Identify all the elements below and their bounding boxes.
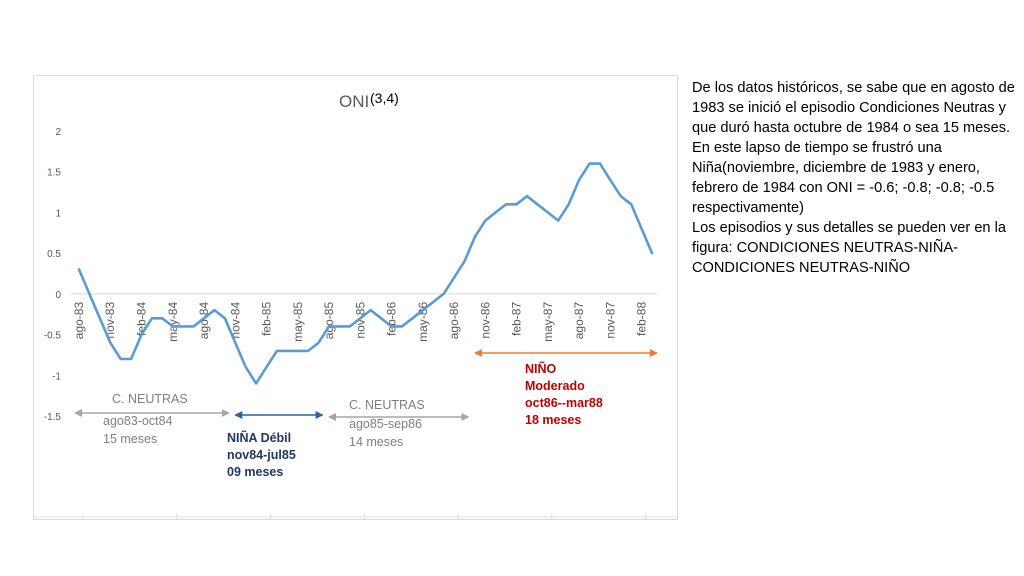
y-tick-label: -1.5 — [44, 412, 62, 423]
y-tick-label: -0.5 — [44, 331, 62, 342]
description-paragraph-1: De los datos históricos, se sabe que en … — [692, 80, 1015, 136]
y-tick-label: -1 — [52, 371, 61, 382]
period-duration: 14 meses — [349, 435, 403, 449]
x-tick-label: ago-84 — [197, 302, 211, 340]
y-tick-label: 1 — [55, 208, 61, 219]
y-tick-label: 0.5 — [47, 249, 61, 260]
description-paragraph-3: Los episodios y sus detalles se pueden v… — [692, 220, 1006, 276]
period-range: ago83-oct84 — [103, 414, 173, 428]
period-range: ago85-sep86 — [349, 417, 422, 431]
x-tick-label: nov-86 — [478, 302, 492, 339]
period-range: Moderado — [525, 379, 585, 393]
period-duration: oct86--mar88 — [525, 396, 603, 410]
x-tick-label: feb-86 — [385, 302, 399, 336]
x-tick-label: nov-84 — [228, 302, 242, 339]
oni-series-line — [77, 162, 654, 385]
x-tick-label: may-87 — [541, 302, 555, 342]
chart-title-note: (3,4) — [370, 90, 399, 106]
period-label: C. NEUTRAS — [112, 392, 188, 406]
period-duration: 09 meses — [227, 465, 283, 479]
period-range: nov84-jul85 — [227, 448, 296, 462]
chart-title: ONI — [339, 92, 369, 111]
x-tick-label: may-85 — [291, 302, 305, 342]
period-label: NIÑA Débil — [227, 430, 291, 445]
period-extra: 18 meses — [525, 413, 581, 427]
chart-frame: ONI (3,4) 2 1.5 1 0.5 0 -0.5 -1 -1.5 ago-83 nov-83 f… — [33, 75, 679, 520]
x-tick-label: feb-85 — [260, 302, 274, 336]
x-tick-label: may-84 — [166, 302, 180, 342]
x-tick-label: ago-86 — [447, 302, 461, 340]
x-tick-label: ago-87 — [572, 302, 586, 340]
x-tick-label: nov-87 — [603, 302, 617, 339]
x-tick-label: feb-84 — [135, 302, 149, 336]
period-duration: 15 meses — [103, 432, 157, 446]
x-tick-label: nov-85 — [353, 302, 367, 339]
period-label: C. NEUTRAS — [349, 398, 425, 412]
period-label: NIÑO — [525, 361, 557, 376]
description-text: De los datos históricos, se sabe que en … — [692, 78, 1017, 278]
x-tick-label: nov-83 — [103, 302, 117, 339]
y-tick-label: 1.5 — [47, 168, 61, 179]
description-paragraph-2: En este lapso de tiempo se frustró una N… — [692, 140, 995, 216]
x-tick-label: feb-87 — [510, 302, 524, 336]
y-tick-label: 2 — [55, 127, 61, 138]
y-tick-label: 0 — [55, 290, 61, 301]
oni-line-chart: ONI (3,4) 2 1.5 1 0.5 0 -0.5 -1 -1.5 ago-83 nov-83 f… — [34, 90, 679, 520]
x-tick-label: feb-88 — [635, 302, 649, 336]
x-tick-label: ago-83 — [72, 302, 86, 340]
